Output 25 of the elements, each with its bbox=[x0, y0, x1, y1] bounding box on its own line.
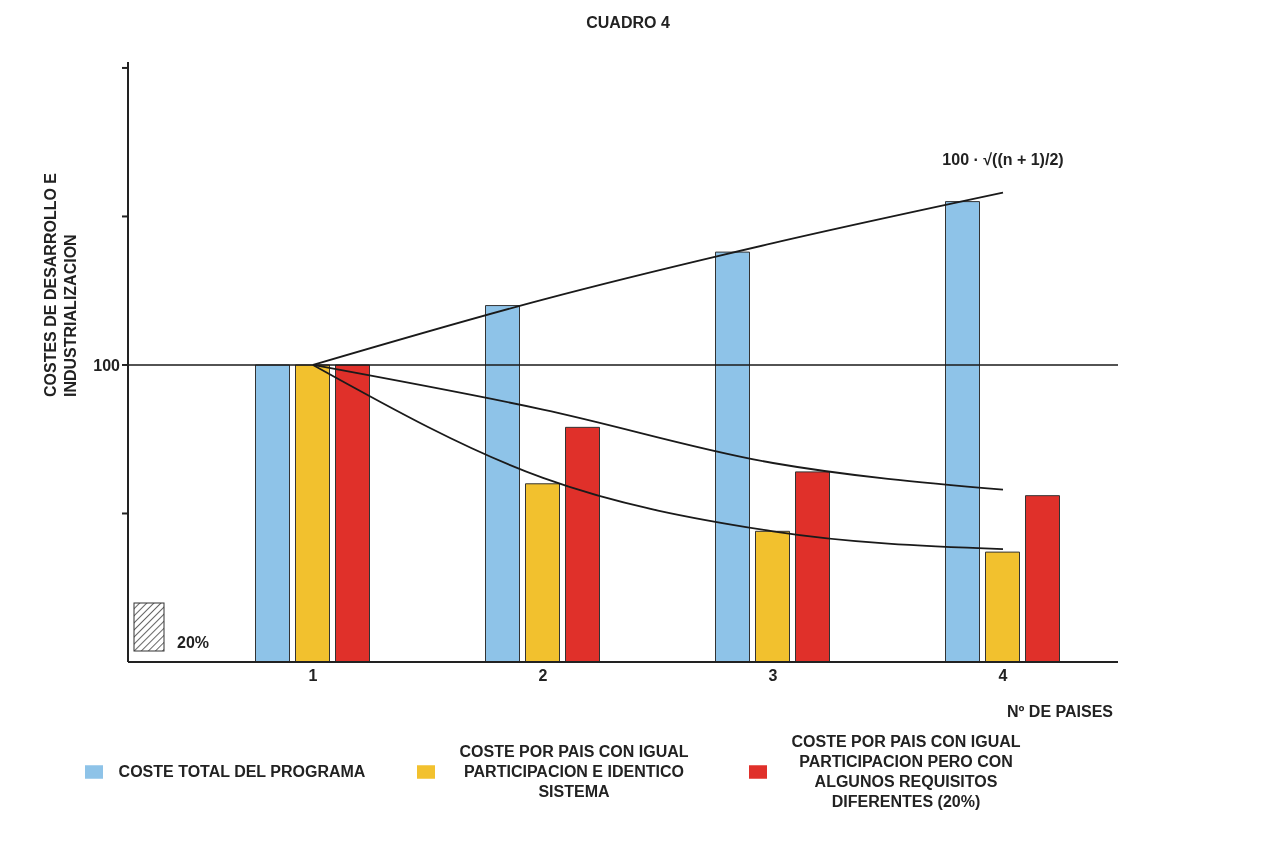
bar bbox=[755, 530, 790, 662]
bar bbox=[485, 305, 520, 662]
x-tick-label: 4 bbox=[998, 667, 1008, 685]
bar bbox=[945, 201, 980, 662]
x-axis-title: Nº DE PAISES bbox=[1006, 703, 1114, 720]
bar bbox=[335, 364, 370, 662]
bar bbox=[715, 251, 750, 662]
bar bbox=[985, 551, 1020, 662]
legend-label: COSTE TOTAL DEL PROGRAMA bbox=[117, 762, 367, 782]
legend-label: COSTE POR PAIS CON IGUAL PARTICIPACION PERO CON ALGUNOS REQUISITOS DIFERENTES (20%) bbox=[790, 732, 1022, 812]
y-tick-label: 100 bbox=[93, 356, 121, 374]
y-axis-title: COSTES DE DESARROLLO E INDUSTRIALIZACION bbox=[41, 171, 80, 397]
bar bbox=[795, 471, 830, 662]
x-tick-label: 1 bbox=[308, 667, 318, 685]
bar bbox=[525, 483, 560, 662]
bar bbox=[565, 426, 600, 662]
annotation: 20% bbox=[177, 634, 210, 652]
bar bbox=[1025, 495, 1060, 662]
annotation: 100 · √((n + 1)/2) bbox=[942, 150, 1064, 168]
bar bbox=[295, 364, 330, 662]
legend-label: COSTE POR PAIS CON IGUAL PARTICIPACION E IDENTICO SISTEMA bbox=[458, 742, 690, 802]
x-tick-label: 2 bbox=[538, 667, 548, 685]
bar bbox=[255, 364, 290, 662]
chart-title: CUADRO 4 bbox=[585, 13, 671, 32]
x-tick-label: 3 bbox=[768, 667, 778, 685]
